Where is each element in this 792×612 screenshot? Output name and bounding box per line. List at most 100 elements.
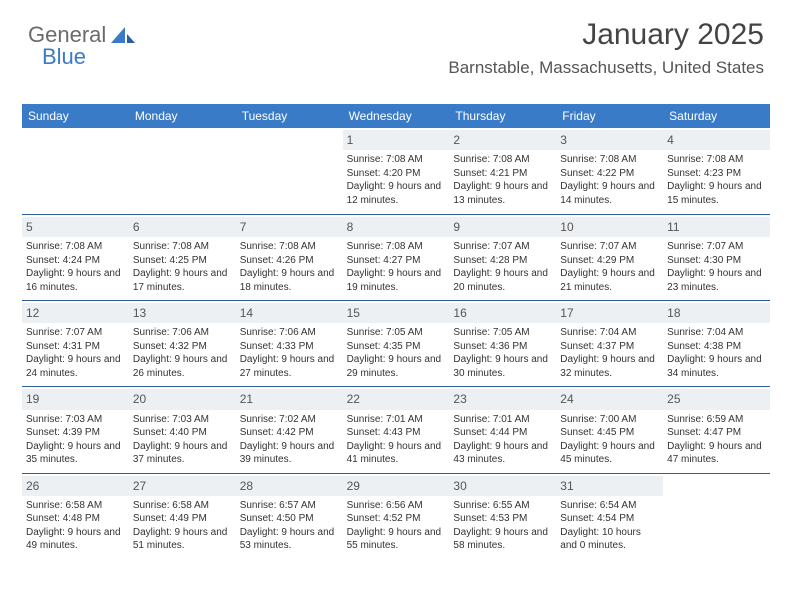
day-header-wednesday: Wednesday bbox=[343, 104, 450, 128]
daylight-line: Daylight: 9 hours and 32 minutes. bbox=[560, 353, 659, 380]
sunrise-line: Sunrise: 7:03 AM bbox=[26, 413, 125, 427]
sunset-line: Sunset: 4:35 PM bbox=[347, 340, 446, 354]
calendar-cell: 15Sunrise: 7:05 AMSunset: 4:35 PMDayligh… bbox=[343, 300, 450, 386]
calendar-cell: 5Sunrise: 7:08 AMSunset: 4:24 PMDaylight… bbox=[22, 214, 129, 300]
daylight-line: Daylight: 9 hours and 12 minutes. bbox=[347, 180, 446, 207]
calendar-cell: 20 Sunrise: 7:03 AMSunset: 4:40 PMDayligh… bbox=[129, 386, 236, 472]
daylight-line: Daylight: 9 hours and 41 minutes. bbox=[347, 440, 446, 467]
sunrise-line: Sunrise: 7:07 AM bbox=[453, 240, 552, 254]
day-number: 4 bbox=[663, 130, 770, 150]
sunrise-line: Sunrise: 7:05 AM bbox=[453, 326, 552, 340]
day-header-sunday: Sunday bbox=[22, 104, 129, 128]
calendar-cell: 23Sunrise: 7:01 AMSunset: 4:44 PMDayligh… bbox=[449, 386, 556, 472]
sunrise-line: Sunrise: 7:02 AM bbox=[240, 413, 339, 427]
logo-word2: Blue bbox=[42, 44, 86, 70]
daylight-line: Daylight: 9 hours and 15 minutes. bbox=[667, 180, 766, 207]
sunrise-line: Sunrise: 7:04 AM bbox=[560, 326, 659, 340]
sunset-line: Sunset: 4:29 PM bbox=[560, 254, 659, 268]
sunrise-line: Sunrise: 7:08 AM bbox=[560, 153, 659, 167]
sunset-line: Sunset: 4:49 PM bbox=[133, 512, 232, 526]
daylight-line: Daylight: 9 hours and 37 minutes. bbox=[133, 440, 232, 467]
calendar-cell: 31Sunrise: 6:54 AMSunset: 4:54 PMDayligh… bbox=[556, 473, 663, 559]
sunrise-line: Sunrise: 6:58 AM bbox=[133, 499, 232, 513]
sunset-line: Sunset: 4:30 PM bbox=[667, 254, 766, 268]
day-number: 1 bbox=[343, 130, 450, 150]
day-number: 13 bbox=[129, 303, 236, 323]
sunset-line: Sunset: 4:50 PM bbox=[240, 512, 339, 526]
day-number: 27 bbox=[129, 476, 236, 496]
sunset-line: Sunset: 4:33 PM bbox=[240, 340, 339, 354]
day-header-thursday: Thursday bbox=[449, 104, 556, 128]
day-number: 23 bbox=[449, 389, 556, 409]
sunrise-line: Sunrise: 7:01 AM bbox=[347, 413, 446, 427]
sunset-line: Sunset: 4:45 PM bbox=[560, 426, 659, 440]
calendar-cell-empty: . bbox=[236, 128, 343, 214]
sunset-line: Sunset: 4:38 PM bbox=[667, 340, 766, 354]
daylight-line: Daylight: 9 hours and 21 minutes. bbox=[560, 267, 659, 294]
day-number: 17 bbox=[556, 303, 663, 323]
day-header-monday: Monday bbox=[129, 104, 236, 128]
sunset-line: Sunset: 4:47 PM bbox=[667, 426, 766, 440]
calendar-cell: 22Sunrise: 7:01 AMSunset: 4:43 PMDayligh… bbox=[343, 386, 450, 472]
sunset-line: Sunset: 4:22 PM bbox=[560, 167, 659, 181]
day-number: 9 bbox=[449, 217, 556, 237]
day-header-tuesday: Tuesday bbox=[236, 104, 343, 128]
calendar-cell: 8Sunrise: 7:08 AMSunset: 4:27 PMDaylight… bbox=[343, 214, 450, 300]
calendar-cell: 1Sunrise: 7:08 AMSunset: 4:20 PMDaylight… bbox=[343, 128, 450, 214]
sunset-line: Sunset: 4:42 PM bbox=[240, 426, 339, 440]
day-number: 30 bbox=[449, 476, 556, 496]
sunset-line: Sunset: 4:40 PM bbox=[133, 426, 232, 440]
calendar-cell: 2Sunrise: 7:08 AMSunset: 4:21 PMDaylight… bbox=[449, 128, 556, 214]
day-number: 19 bbox=[22, 389, 129, 409]
day-number: 25 bbox=[663, 389, 770, 409]
day-number: 5 bbox=[22, 217, 129, 237]
day-number: 8 bbox=[343, 217, 450, 237]
calendar-cell-empty: . bbox=[22, 128, 129, 214]
sunrise-line: Sunrise: 7:08 AM bbox=[133, 240, 232, 254]
sunrise-line: Sunrise: 7:03 AM bbox=[133, 413, 232, 427]
sunset-line: Sunset: 4:53 PM bbox=[453, 512, 552, 526]
sunrise-line: Sunrise: 6:59 AM bbox=[667, 413, 766, 427]
daylight-line: Daylight: 9 hours and 39 minutes. bbox=[240, 440, 339, 467]
calendar-cell: 16Sunrise: 7:05 AMSunset: 4:36 PMDayligh… bbox=[449, 300, 556, 386]
daylight-line: Daylight: 10 hours and 0 minutes. bbox=[560, 526, 659, 553]
daylight-line: Daylight: 9 hours and 35 minutes. bbox=[26, 440, 125, 467]
daylight-line: Daylight: 9 hours and 16 minutes. bbox=[26, 267, 125, 294]
day-number: 14 bbox=[236, 303, 343, 323]
daylight-line: Daylight: 9 hours and 20 minutes. bbox=[453, 267, 552, 294]
calendar-cell: 27Sunrise: 6:58 AMSunset: 4:49 PMDayligh… bbox=[129, 473, 236, 559]
calendar-cell: 13Sunrise: 7:06 AMSunset: 4:32 PMDayligh… bbox=[129, 300, 236, 386]
day-number: 22 bbox=[343, 389, 450, 409]
sunrise-line: Sunrise: 7:07 AM bbox=[667, 240, 766, 254]
day-number: 31 bbox=[556, 476, 663, 496]
calendar-cell: 24Sunrise: 7:00 AMSunset: 4:45 PMDayligh… bbox=[556, 386, 663, 472]
sunrise-line: Sunrise: 7:06 AM bbox=[240, 326, 339, 340]
daylight-line: Daylight: 9 hours and 26 minutes. bbox=[133, 353, 232, 380]
calendar-cell: 17Sunrise: 7:04 AMSunset: 4:37 PMDayligh… bbox=[556, 300, 663, 386]
day-number: 21 bbox=[236, 389, 343, 409]
day-number: 20 bbox=[129, 389, 236, 409]
logo-sail-icon bbox=[110, 25, 136, 45]
sunrise-line: Sunrise: 7:07 AM bbox=[26, 326, 125, 340]
day-number: 10 bbox=[556, 217, 663, 237]
daylight-line: Daylight: 9 hours and 27 minutes. bbox=[240, 353, 339, 380]
calendar-cell: 7Sunrise: 7:08 AMSunset: 4:26 PMDaylight… bbox=[236, 214, 343, 300]
daylight-line: Daylight: 9 hours and 29 minutes. bbox=[347, 353, 446, 380]
month-title: January 2025 bbox=[448, 18, 764, 52]
calendar-cell: 14 Sunrise: 7:06 AMSunset: 4:33 PMDayligh… bbox=[236, 300, 343, 386]
sunset-line: Sunset: 4:23 PM bbox=[667, 167, 766, 181]
sunrise-line: Sunrise: 6:55 AM bbox=[453, 499, 552, 513]
day-number: 3 bbox=[556, 130, 663, 150]
daylight-line: Daylight: 9 hours and 23 minutes. bbox=[667, 267, 766, 294]
calendar-cell: 30Sunrise: 6:55 AMSunset: 4:53 PMDayligh… bbox=[449, 473, 556, 559]
day-number: 11 bbox=[663, 217, 770, 237]
sunset-line: Sunset: 4:28 PM bbox=[453, 254, 552, 268]
calendar-cell: 28Sunrise: 6:57 AMSunset: 4:50 PMDayligh… bbox=[236, 473, 343, 559]
calendar-cell: 9 Sunrise: 7:07 AMSunset: 4:28 PMDaylight… bbox=[449, 214, 556, 300]
daylight-line: Daylight: 9 hours and 53 minutes. bbox=[240, 526, 339, 553]
day-number: 15 bbox=[343, 303, 450, 323]
sunrise-line: Sunrise: 7:08 AM bbox=[667, 153, 766, 167]
sunrise-line: Sunrise: 7:08 AM bbox=[26, 240, 125, 254]
daylight-line: Daylight: 9 hours and 43 minutes. bbox=[453, 440, 552, 467]
calendar-cell-empty: . bbox=[129, 128, 236, 214]
